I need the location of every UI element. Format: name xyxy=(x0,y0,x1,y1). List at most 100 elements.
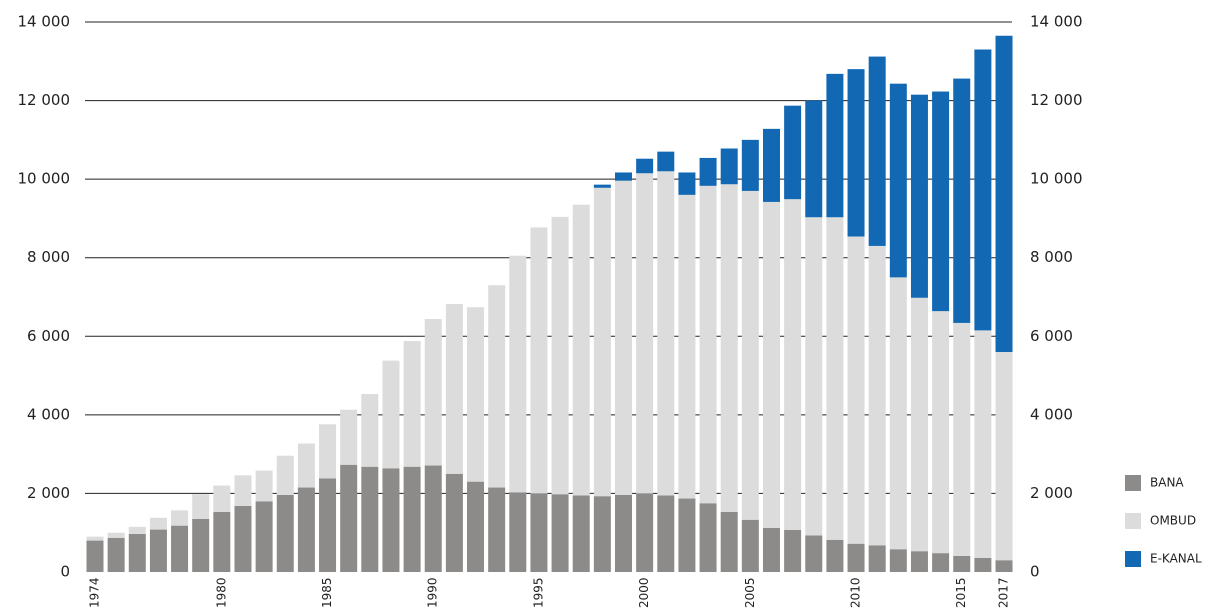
x-tick-label: 2000 xyxy=(637,577,651,608)
bar-segment xyxy=(382,468,400,572)
bar-segment xyxy=(551,494,569,572)
y2-tick-label: 8 000 xyxy=(1030,248,1073,266)
bar-segment xyxy=(615,172,632,181)
bar-segment xyxy=(255,501,273,572)
bar-segment xyxy=(530,227,548,494)
bar-segment xyxy=(678,194,696,499)
bar-segment xyxy=(171,525,189,572)
bar-segment xyxy=(192,518,210,572)
y2-tick-label: 10 000 xyxy=(1030,170,1083,188)
bar-segment xyxy=(889,83,907,278)
bar-segment xyxy=(953,78,971,323)
bar-segment xyxy=(128,533,146,572)
bar-segment xyxy=(974,330,992,558)
bar-segment xyxy=(720,511,738,572)
bar-segment xyxy=(847,236,865,544)
legend-label: BANA xyxy=(1150,476,1184,490)
bar-segment xyxy=(826,217,844,540)
bar-segment xyxy=(572,204,590,496)
bar-segment xyxy=(319,424,337,479)
bar-segment xyxy=(361,394,379,467)
bar-segment xyxy=(741,139,759,191)
bar-segment xyxy=(488,487,506,572)
x-tick-label: 1980 xyxy=(214,577,228,608)
y-tick-label: 8 000 xyxy=(27,248,70,266)
bar-segment xyxy=(974,557,992,572)
legend-label: OMBUD xyxy=(1150,514,1196,528)
bar-segment xyxy=(889,277,907,550)
bar-segment xyxy=(932,311,950,554)
y-tick-label: 4 000 xyxy=(27,405,70,423)
bar-segment xyxy=(467,481,485,572)
bar-segment xyxy=(488,285,506,488)
bar-segment xyxy=(932,553,950,572)
y-tick-label: 2 000 xyxy=(27,484,70,502)
y2-tick-label: 14 000 xyxy=(1030,13,1083,31)
bar-segment xyxy=(868,545,886,572)
bar-segment xyxy=(509,255,527,493)
legend-label: E-KANAL xyxy=(1150,552,1202,566)
bar-segment xyxy=(826,539,844,572)
bar-segment xyxy=(572,495,590,572)
bar-segment xyxy=(636,493,654,572)
y-tick-label: 12 000 xyxy=(18,91,71,109)
bar-segment xyxy=(805,217,823,536)
bar-segment xyxy=(995,352,1013,561)
bar-segment xyxy=(868,56,886,246)
bar-segment xyxy=(361,466,379,572)
bar-segment xyxy=(192,494,210,519)
bar-segment xyxy=(636,158,654,174)
bar-segment xyxy=(847,543,865,572)
x-tick-label: 1995 xyxy=(531,577,545,608)
bar-segment xyxy=(107,532,125,538)
bar-segment xyxy=(615,495,632,572)
bar-segment xyxy=(445,473,463,572)
bar-segment xyxy=(297,487,315,572)
bar-segment xyxy=(424,319,442,466)
bar-segment xyxy=(403,341,421,467)
x-tick-label: 2010 xyxy=(849,577,863,608)
bar-segment xyxy=(657,151,675,172)
bar-segment xyxy=(593,184,611,188)
bar-segment xyxy=(636,173,654,494)
x-tick-label: 1990 xyxy=(426,577,440,608)
y2-tick-label: 2 000 xyxy=(1030,484,1073,502)
bar-segment xyxy=(319,478,337,572)
bar-segment xyxy=(932,91,950,312)
bar-segment xyxy=(255,470,273,502)
bar-segment xyxy=(382,360,400,469)
y2-tick-label: 12 000 xyxy=(1030,91,1083,109)
y2-tick-label: 4 000 xyxy=(1030,405,1073,423)
bar-segment xyxy=(86,536,104,541)
x-tick-label: 2015 xyxy=(954,577,968,608)
bar-segment xyxy=(530,493,548,572)
bar-segment xyxy=(340,464,358,572)
x-tick-label: 1974 xyxy=(88,577,102,608)
legend-swatch xyxy=(1125,551,1141,567)
x-tick-label: 2017 xyxy=(997,577,1011,608)
bar-segment xyxy=(847,69,865,237)
bar-segment xyxy=(910,94,928,298)
x-tick-label: 1985 xyxy=(320,577,334,608)
bar-segment xyxy=(149,517,167,530)
bar-segment xyxy=(868,245,886,546)
bar-segment xyxy=(213,485,231,512)
bar-segment xyxy=(424,465,442,572)
bar-segment xyxy=(974,49,992,331)
bar-segment xyxy=(678,172,696,195)
bar-segment xyxy=(953,555,971,572)
bar-segment xyxy=(234,506,252,572)
bar-segment xyxy=(762,201,780,528)
bar-segment xyxy=(213,511,231,572)
y-tick-label: 14 000 xyxy=(18,13,71,31)
bar-segment xyxy=(784,529,802,572)
bar-segment xyxy=(128,526,146,534)
bar-segment xyxy=(149,529,167,572)
bar-segment xyxy=(953,322,971,556)
bar-segment xyxy=(657,495,675,572)
bar-segment xyxy=(593,496,611,572)
bar-segment xyxy=(889,549,907,572)
bar-segment xyxy=(234,475,252,506)
bar-segment xyxy=(615,180,632,495)
